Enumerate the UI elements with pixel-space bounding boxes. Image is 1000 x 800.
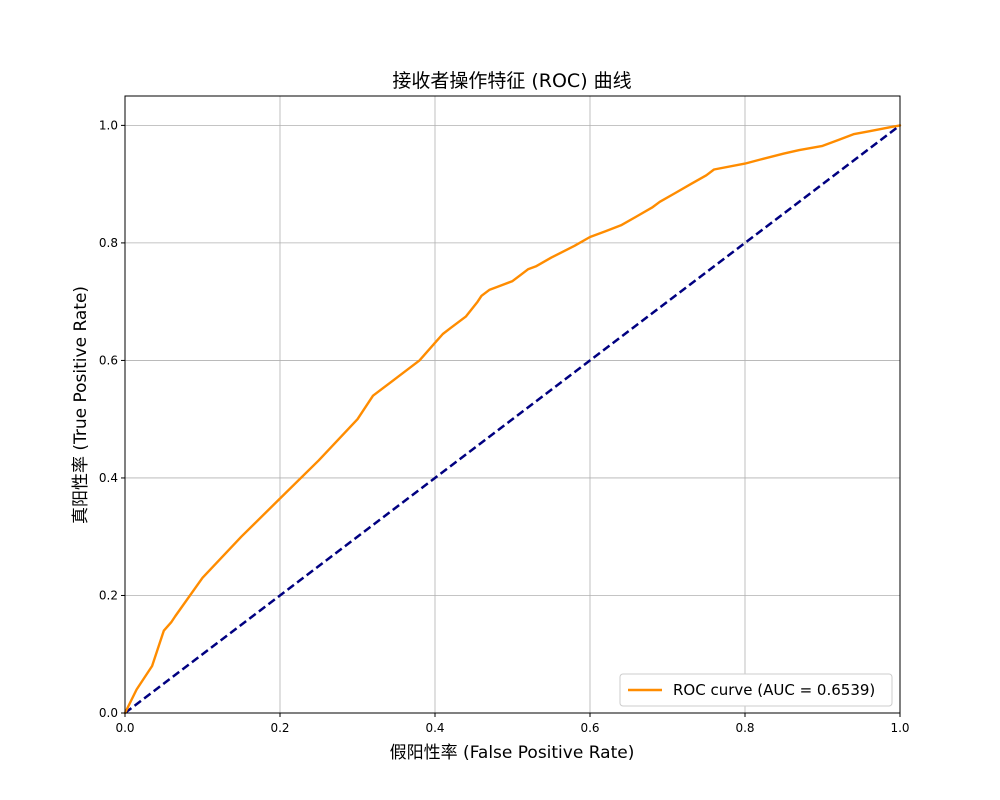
series-layer [123,124,902,715]
y-tick-label: 0.4 [99,471,118,485]
y-axis-title: 真阳性率 (True Positive Rate) [71,286,91,524]
y-tick-label: 0.0 [99,706,118,720]
x-tick-label: 0.6 [580,721,599,735]
roc-curve-line [123,124,902,715]
y-tick-label: 0.8 [99,236,118,250]
x-tick-label: 0.2 [270,721,289,735]
y-tick-label: 1.0 [99,118,118,132]
x-tick-label: 0.0 [115,721,134,735]
legend-box [619,673,893,707]
plot-background [125,96,900,713]
x-axis-title: 假阳性率 (False Positive Rate) [390,743,635,763]
x-axis-ticks: 0.0 0.2 0.4 0.6 0.8 1.0 [115,713,910,735]
legend: ROC curve (AUC = 0.6539) [619,673,893,707]
y-tick-label: 0.6 [99,353,118,367]
y-axis-ticks: 0.0 0.2 0.4 0.6 0.8 1.0 [99,118,125,720]
reference-diagonal-line [124,124,901,714]
chart-title: 接收者操作特征 (ROC) 曲线 [392,70,631,92]
x-tick-label: 0.8 [735,721,754,735]
legend-label: ROC curve (AUC = 0.6539) [673,681,875,699]
y-tick-label: 0.2 [99,588,118,602]
x-tick-label: 0.4 [425,721,444,735]
x-tick-label: 1.0 [890,721,909,735]
plot-frame [124,95,901,714]
